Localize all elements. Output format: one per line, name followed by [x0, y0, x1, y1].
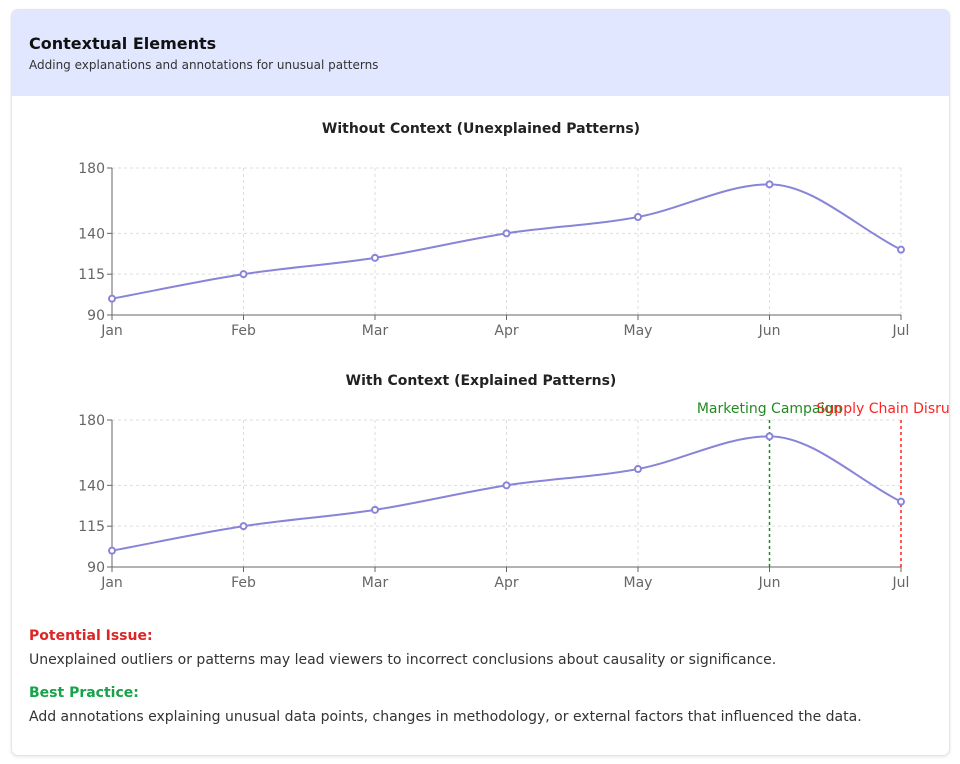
data-point[interactable] [897, 497, 905, 506]
data-point[interactable] [371, 505, 379, 514]
grid [112, 419, 902, 567]
series [108, 432, 905, 555]
data-point[interactable] [371, 253, 379, 262]
card-header: Contextual Elements Adding explanations … [12, 10, 949, 96]
x-tick-label: Jul [892, 575, 910, 591]
y-tick-label: 180 [78, 161, 105, 177]
data-point[interactable] [108, 546, 116, 555]
x-tick-label: Feb [231, 575, 256, 591]
y-tick-label: 180 [78, 413, 105, 429]
grid [112, 167, 902, 315]
best-practice-heading: Best Practice: [29, 685, 139, 701]
potential-issue-heading: Potential Issue: [29, 628, 153, 644]
chart-with-context: With Context (Explained Patterns) 90 115 1… [78, 373, 950, 591]
axes: 90 115 140 180 Jan Feb Mar Apr May Jun Jul [78, 413, 909, 591]
x-tick-label: May [624, 575, 653, 591]
chart-title: With Context (Explained Patterns) [346, 373, 617, 389]
data-point[interactable] [897, 245, 905, 254]
best-practice-text: Add annotations explaining unusual data … [29, 709, 862, 725]
annotation-label: Marketing Campaign [697, 401, 842, 417]
data-point[interactable] [239, 522, 248, 531]
x-tick-label: Apr [494, 323, 518, 339]
axes: 90 115 140 180 Jan Feb Mar Apr May Jun Jul [78, 161, 909, 339]
y-tick-label: 140 [78, 478, 105, 494]
x-tick-label: Jan [100, 575, 123, 591]
data-point[interactable] [765, 432, 774, 441]
data-point[interactable] [239, 270, 248, 279]
y-tick-label: 90 [87, 560, 105, 576]
x-tick-label: Jun [758, 575, 781, 591]
x-tick-label: Apr [494, 575, 518, 591]
data-point[interactable] [765, 180, 774, 189]
x-tick-label: Feb [231, 323, 256, 339]
y-tick-label: 140 [78, 226, 105, 242]
y-tick-label: 115 [78, 267, 105, 283]
x-tick-label: Mar [362, 323, 389, 339]
data-point[interactable] [108, 294, 116, 303]
notes: Potential Issue: Unexplained outliers or… [29, 628, 929, 725]
x-tick-label: Jan [100, 323, 123, 339]
potential-issue-text: Unexplained outliers or patterns may lea… [29, 652, 777, 668]
card-title: Contextual Elements [29, 34, 217, 53]
y-tick-label: 90 [87, 308, 105, 324]
contextual-elements-card: Contextual Elements Adding explanations … [11, 9, 950, 756]
chart-without-context: Without Context (Unexplained Patterns) 9… [78, 121, 909, 339]
data-point[interactable] [634, 213, 642, 221]
x-tick-label: Jun [758, 323, 781, 339]
x-tick-label: Mar [362, 575, 389, 591]
x-tick-label: May [624, 323, 653, 339]
y-tick-label: 115 [78, 519, 105, 535]
annotation-label: Supply Chain Disruption [817, 401, 950, 417]
chart-title: Without Context (Unexplained Patterns) [322, 121, 640, 137]
x-tick-label: Jul [892, 323, 910, 339]
data-point[interactable] [502, 481, 511, 490]
data-point[interactable] [502, 229, 511, 238]
series [108, 180, 905, 303]
data-point[interactable] [634, 465, 642, 473]
card-subtitle: Adding explanations and annotations for … [29, 58, 379, 72]
